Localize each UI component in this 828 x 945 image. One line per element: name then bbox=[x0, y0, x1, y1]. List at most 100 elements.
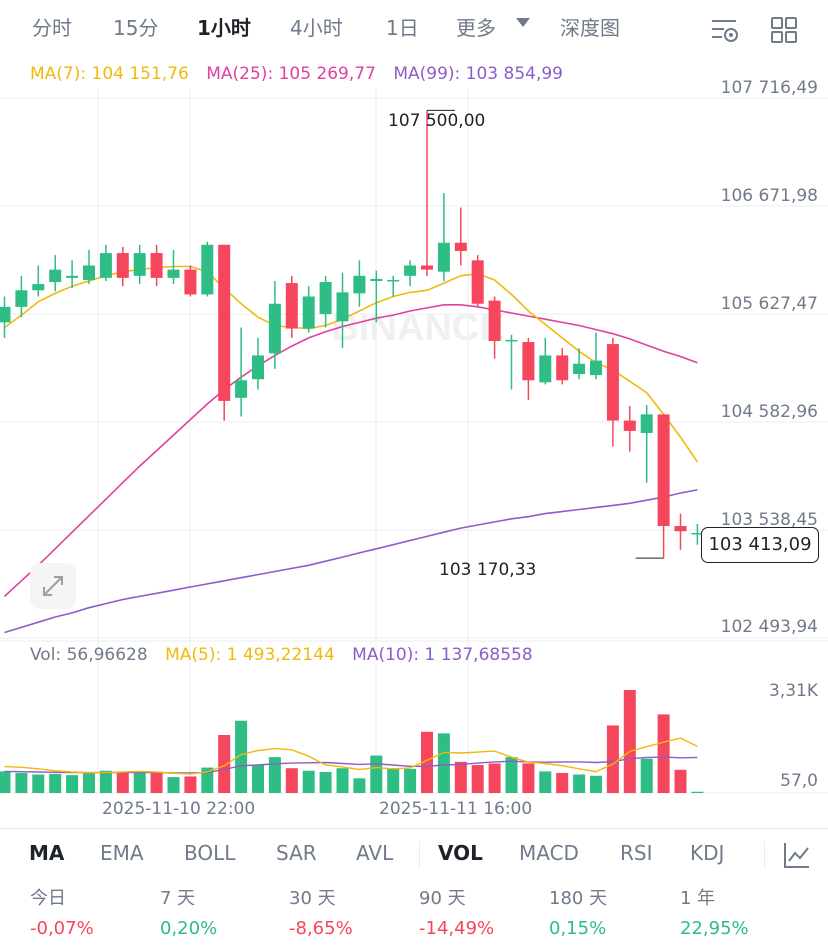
volume-bar bbox=[387, 768, 400, 793]
indicator-ma[interactable]: MA bbox=[29, 841, 65, 865]
candle-body bbox=[167, 269, 180, 278]
volume-bar bbox=[49, 773, 62, 793]
candle-body bbox=[0, 306, 11, 323]
candle-body bbox=[454, 242, 467, 252]
expand-button[interactable] bbox=[30, 563, 76, 609]
candle-body bbox=[387, 279, 400, 282]
vol-ma5-value: MA(5): 1 493,22144 bbox=[165, 645, 335, 665]
volume-bar bbox=[437, 733, 450, 793]
volume-bar bbox=[404, 768, 417, 793]
volume-bar bbox=[218, 734, 231, 793]
performance-label: 1 年 bbox=[680, 888, 716, 909]
performance-value: 0,15% bbox=[549, 918, 607, 939]
volume-bar bbox=[539, 771, 552, 793]
volume-bar bbox=[674, 769, 687, 793]
ma25-line bbox=[3, 303, 698, 597]
volume-bar bbox=[0, 771, 11, 793]
indicator-avl[interactable]: AVL bbox=[356, 841, 394, 865]
volume-bar bbox=[235, 720, 248, 793]
volume-bar bbox=[252, 765, 264, 793]
volume-bar bbox=[167, 777, 180, 793]
volume-bar bbox=[556, 772, 569, 793]
tab-timeframe-more[interactable]: 更多 bbox=[456, 16, 496, 40]
candle-body bbox=[319, 282, 332, 315]
indicator-boll[interactable]: BOLL bbox=[184, 841, 236, 865]
candle-body bbox=[370, 278, 383, 281]
candle-body bbox=[488, 300, 501, 341]
volume-bar bbox=[657, 714, 670, 793]
layout-grid-icon[interactable] bbox=[768, 14, 800, 46]
candle-body bbox=[49, 269, 62, 283]
time-axis-label: 2025-11-11 16:00 bbox=[379, 799, 533, 819]
tab-timeframe-1h[interactable]: 1小时 bbox=[197, 16, 251, 40]
indicator-vol[interactable]: VOL bbox=[438, 841, 483, 865]
volume-bar bbox=[421, 731, 433, 793]
divider bbox=[419, 841, 420, 869]
chevron-down-icon[interactable] bbox=[516, 18, 530, 27]
indicator-ema[interactable]: EMA bbox=[100, 841, 144, 865]
tab-timeframe-15m[interactable]: 15分 bbox=[113, 16, 159, 40]
tab-timeframe-1[interactable]: 分时 bbox=[32, 16, 72, 40]
performance-label: 7 天 bbox=[160, 888, 196, 909]
volume-bar bbox=[640, 758, 653, 793]
volume-axis-label: 57,0 bbox=[780, 771, 818, 791]
candle-body bbox=[404, 265, 417, 276]
volume-bar bbox=[15, 772, 28, 793]
indicator-settings-icon[interactable] bbox=[783, 841, 811, 869]
volume-bar bbox=[99, 770, 112, 793]
performance-label: 180 天 bbox=[549, 888, 608, 909]
candle-body bbox=[116, 253, 129, 278]
indicator-kdj[interactable]: KDJ bbox=[690, 841, 725, 865]
divider bbox=[764, 841, 765, 869]
performance-value: -8,65% bbox=[289, 918, 353, 939]
tab-depth-chart[interactable]: 深度图 bbox=[560, 16, 620, 40]
indicator-sar[interactable]: SAR bbox=[276, 841, 317, 865]
volume-bar bbox=[336, 768, 349, 793]
performance-value: -14,49% bbox=[419, 918, 495, 939]
price-axis-label: 106 671,98 bbox=[720, 186, 818, 206]
ma7-value: MA(7): 104 151,76 bbox=[30, 64, 189, 84]
performance-label: 30 天 bbox=[289, 888, 336, 909]
volume-bar bbox=[454, 761, 467, 793]
performance-180d: 180 天 0,15% bbox=[549, 884, 659, 944]
indicator-rsi[interactable]: RSI bbox=[620, 841, 653, 865]
chart-settings-icon[interactable] bbox=[708, 14, 740, 46]
indicator-bar: MA EMA BOLL SAR AVL VOL MACD RSI KDJ bbox=[0, 828, 828, 880]
candlestick-chart[interactable]: BINANCE bbox=[0, 58, 828, 798]
volume-bar bbox=[488, 763, 501, 793]
candle-body bbox=[302, 296, 315, 329]
candle-body bbox=[83, 265, 95, 280]
candle-body bbox=[252, 355, 264, 380]
candle-body bbox=[184, 269, 197, 295]
volume-bar bbox=[353, 778, 366, 793]
candle-body bbox=[505, 339, 518, 342]
candle-body bbox=[539, 355, 552, 383]
vol-ma10-value: MA(10): 1 137,68558 bbox=[352, 645, 533, 665]
candle-body bbox=[218, 244, 231, 401]
tab-timeframe-4h[interactable]: 4小时 bbox=[290, 16, 343, 40]
volume-bar bbox=[184, 776, 197, 793]
volume-bar bbox=[590, 775, 602, 793]
volume-bar bbox=[32, 774, 45, 793]
price-axis-label: 105 627,47 bbox=[720, 294, 818, 314]
volume-bar bbox=[691, 791, 704, 793]
performance-value: 0,20% bbox=[160, 918, 218, 939]
price-axis-label: 107 716,49 bbox=[720, 78, 818, 98]
candle-body bbox=[691, 532, 704, 535]
candle-body bbox=[99, 253, 112, 278]
volume-bar bbox=[522, 763, 535, 793]
current-price-badge: 103 413,09 bbox=[701, 527, 819, 563]
volume-bar bbox=[606, 725, 619, 793]
candle-body bbox=[150, 253, 163, 278]
tab-timeframe-1d[interactable]: 1日 bbox=[386, 16, 419, 40]
expand-icon bbox=[43, 576, 63, 596]
candle-body bbox=[573, 363, 586, 375]
volume-bar bbox=[505, 757, 518, 793]
price-axis-label: 103 538,45 bbox=[720, 510, 818, 530]
indicator-macd[interactable]: MACD bbox=[519, 841, 579, 865]
ma-legend: MA(7): 104 151,76 MA(25): 105 269,77 MA(… bbox=[30, 64, 575, 84]
candle-body bbox=[522, 341, 535, 381]
volume-bar bbox=[285, 768, 298, 793]
binance-watermark: BINANCE bbox=[331, 307, 504, 349]
volume-axis-label: 3,31K bbox=[769, 681, 818, 701]
